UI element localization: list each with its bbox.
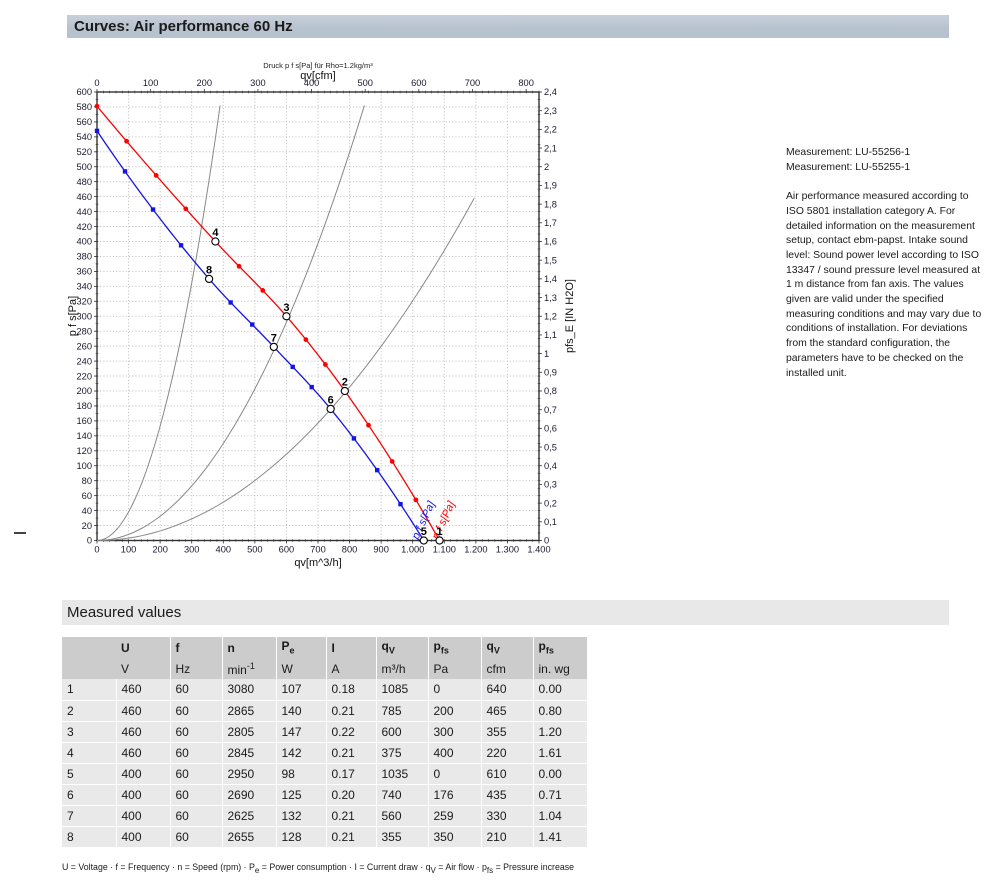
svg-text:1.000: 1.000 [401,545,424,555]
svg-text:0,3: 0,3 [544,480,557,490]
svg-text:1,1: 1,1 [544,330,557,340]
svg-text:100: 100 [143,78,159,88]
svg-text:20: 20 [82,521,92,531]
svg-text:320: 320 [76,297,92,307]
svg-text:300: 300 [250,78,266,88]
svg-text:1,2: 1,2 [544,311,557,321]
svg-text:80: 80 [82,476,92,486]
svg-text:8: 8 [206,264,212,276]
svg-text:5: 5 [421,526,427,538]
svg-text:560: 560 [76,117,92,127]
svg-text:580: 580 [76,102,92,112]
svg-text:300: 300 [184,545,200,555]
svg-text:1.400: 1.400 [527,545,550,555]
svg-text:1,8: 1,8 [544,199,557,209]
svg-text:200: 200 [152,545,168,555]
svg-text:220: 220 [76,371,92,381]
svg-text:440: 440 [76,207,92,217]
svg-text:700: 700 [465,78,481,88]
svg-text:340: 340 [76,282,92,292]
svg-text:1.200: 1.200 [464,545,487,555]
svg-text:0,4: 0,4 [544,461,557,471]
svg-text:180: 180 [76,401,92,411]
svg-text:100: 100 [121,545,137,555]
svg-text:420: 420 [76,222,92,232]
svg-text:40: 40 [82,506,92,516]
svg-text:1: 1 [544,349,549,359]
svg-text:1,4: 1,4 [544,274,557,284]
svg-text:0,7: 0,7 [544,405,557,415]
svg-text:0,8: 0,8 [544,386,557,396]
svg-text:1.100: 1.100 [433,545,456,555]
svg-text:0,9: 0,9 [544,368,557,378]
svg-text:2,4: 2,4 [544,87,557,97]
svg-text:500: 500 [247,545,263,555]
svg-text:260: 260 [76,341,92,351]
svg-text:360: 360 [76,267,92,277]
svg-text:300: 300 [76,311,92,321]
svg-text:800: 800 [518,78,534,88]
svg-text:1,9: 1,9 [544,181,557,191]
svg-text:120: 120 [76,446,92,456]
svg-text:600: 600 [411,78,427,88]
svg-text:200: 200 [197,78,213,88]
svg-text:280: 280 [76,326,92,336]
svg-text:60: 60 [82,491,92,501]
svg-text:460: 460 [76,192,92,202]
svg-text:0,6: 0,6 [544,424,557,434]
svg-text:4: 4 [212,227,219,239]
svg-text:2,2: 2,2 [544,125,557,135]
svg-text:200: 200 [76,386,92,396]
svg-text:100: 100 [76,461,92,471]
svg-text:2: 2 [544,162,549,172]
svg-text:7: 7 [271,332,277,344]
svg-text:540: 540 [76,132,92,142]
svg-text:400: 400 [76,237,92,247]
svg-text:500: 500 [357,78,373,88]
svg-text:700: 700 [310,545,326,555]
svg-text:520: 520 [76,147,92,157]
svg-text:1.300: 1.300 [496,545,519,555]
svg-text:0: 0 [94,545,99,555]
svg-text:1,5: 1,5 [544,255,557,265]
svg-text:480: 480 [76,177,92,187]
svg-text:1,3: 1,3 [544,293,557,303]
svg-text:2,1: 2,1 [544,143,557,153]
svg-text:600: 600 [76,87,92,97]
svg-text:400: 400 [304,78,320,88]
svg-text:600: 600 [279,545,295,555]
svg-text:0,1: 0,1 [544,517,557,527]
svg-text:6: 6 [328,394,334,406]
svg-text:900: 900 [373,545,389,555]
svg-text:1,6: 1,6 [544,237,557,247]
svg-text:0: 0 [87,536,92,546]
svg-text:Druck p f s[Pa] für Rho=1.2kg/: Druck p f s[Pa] für Rho=1.2kg/m³ [263,61,373,70]
svg-text:3: 3 [283,302,289,314]
svg-text:0,2: 0,2 [544,498,557,508]
svg-text:800: 800 [342,545,358,555]
svg-text:240: 240 [76,356,92,366]
svg-text:qv[m^3/h]: qv[m^3/h] [294,557,341,569]
svg-text:400: 400 [216,545,232,555]
svg-text:160: 160 [76,416,92,426]
svg-text:pfs_E [IN H2O]: pfs_E [IN H2O] [564,279,576,353]
svg-text:2: 2 [342,377,348,389]
svg-text:1,7: 1,7 [544,218,557,228]
svg-text:0,5: 0,5 [544,442,557,452]
svg-text:500: 500 [76,162,92,172]
svg-text:0: 0 [94,78,99,88]
svg-text:1: 1 [436,526,442,538]
svg-text:380: 380 [76,252,92,262]
svg-text:140: 140 [76,431,92,441]
svg-text:2,3: 2,3 [544,106,557,116]
